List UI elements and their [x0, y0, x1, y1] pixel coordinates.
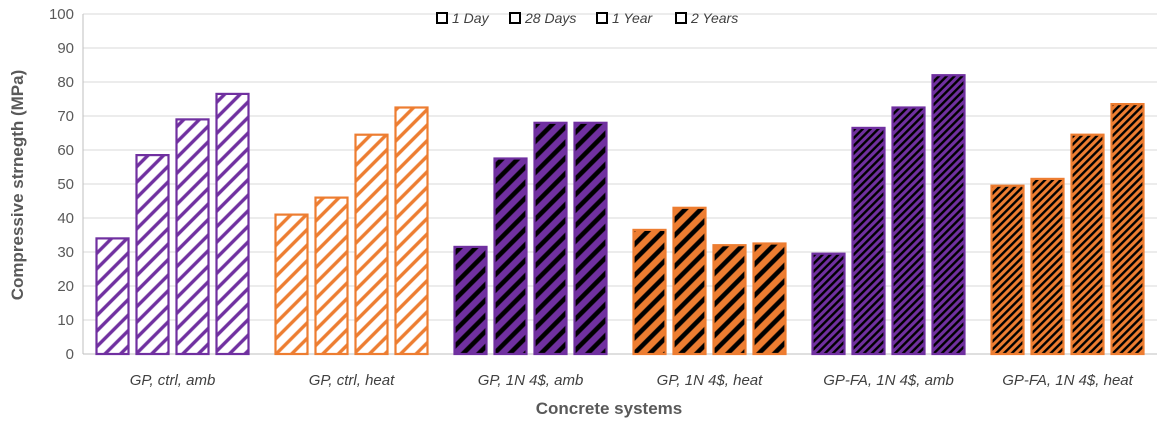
- legend-label: 2 Years: [690, 10, 738, 26]
- y-axis-title: Compressive strnegth (MPa): [8, 70, 27, 301]
- bar: [712, 244, 747, 356]
- bar: [394, 106, 429, 356]
- bar: [1030, 177, 1065, 356]
- bar: [990, 184, 1025, 356]
- bars: [95, 74, 1145, 356]
- bar: [533, 121, 568, 356]
- bar: [672, 206, 707, 356]
- y-tick-label: 40: [57, 210, 74, 227]
- legend-swatch: [509, 12, 521, 24]
- category-label: GP, ctrl, amb: [130, 372, 216, 389]
- bar: [1070, 133, 1105, 356]
- bar: [314, 196, 349, 356]
- bar: [135, 154, 170, 356]
- y-tick-label: 70: [57, 108, 74, 125]
- y-tick-label: 20: [57, 278, 74, 295]
- bar: [274, 213, 309, 356]
- legend-swatch: [675, 12, 687, 24]
- bar: [811, 252, 846, 356]
- bar: [851, 126, 886, 356]
- category-labels: GP, ctrl, amb GP, ctrl, heat GP, 1N 4$, am…: [130, 372, 1134, 389]
- legend-label: 28 Days: [524, 10, 576, 26]
- legend-label: 1 Day: [452, 10, 490, 26]
- category-label: GP-FA, 1N 4$, heat: [1002, 372, 1133, 389]
- bar: [354, 133, 389, 356]
- x-axis-title: Concrete systems: [536, 399, 682, 418]
- category-label: GP, 1N 4$, heat: [657, 372, 763, 389]
- bar: [453, 245, 488, 356]
- bar: [891, 106, 926, 356]
- bar: [752, 242, 787, 356]
- bar: [931, 74, 966, 356]
- bar: [493, 157, 528, 356]
- y-tick-labels: 0 10 20 30 40 50 60 70 80 90 100: [49, 6, 74, 363]
- bar: [175, 118, 210, 356]
- category-label: GP-FA, 1N 4$, amb: [823, 372, 954, 389]
- bar: [632, 228, 667, 356]
- bar: [95, 237, 130, 356]
- bar: [1110, 102, 1145, 356]
- y-tick-label: 10: [57, 312, 74, 329]
- y-tick-label: 60: [57, 142, 74, 159]
- legend-swatch: [596, 12, 608, 24]
- category-label: GP, ctrl, heat: [309, 372, 395, 389]
- bar: [573, 121, 608, 356]
- y-tick-label: 90: [57, 40, 74, 57]
- y-tick-label: 100: [49, 6, 74, 23]
- bar: [215, 92, 250, 356]
- legend-label: 1 Year: [612, 10, 654, 26]
- category-label: GP, 1N 4$, amb: [478, 372, 584, 389]
- legend-swatch: [436, 12, 448, 24]
- y-tick-label: 80: [57, 74, 74, 91]
- gridlines: [82, 13, 1157, 355]
- y-tick-label: 0: [66, 346, 74, 363]
- y-tick-label: 30: [57, 244, 74, 261]
- legend: 1 Day 28 Days 1 Year 2 Years: [436, 10, 738, 26]
- y-tick-label: 50: [57, 176, 74, 193]
